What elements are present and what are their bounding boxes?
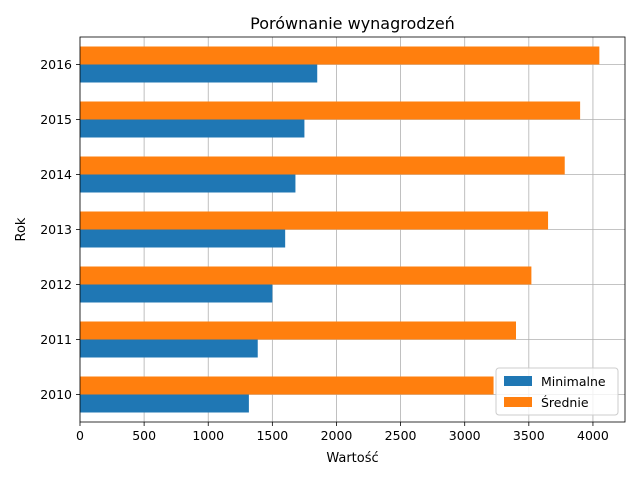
axes: 0 500 1000 1500 2000 2500 3000 3500 4000 2010 2011… <box>40 36 626 443</box>
bar-minimalne-2010 <box>80 394 249 413</box>
y-axis-label: Rok <box>14 217 29 241</box>
legend-swatch <box>504 397 532 407</box>
x-tick-label: 3500 <box>513 428 545 443</box>
bar--rednie-2010 <box>80 376 494 395</box>
legend-label: Minimalne <box>541 374 606 389</box>
x-tick-label: 3000 <box>449 428 481 443</box>
bar--rednie-2015 <box>80 101 581 120</box>
x-axis-label: Wartość <box>326 451 378 466</box>
x-tick-label: 1000 <box>192 428 224 443</box>
bars <box>80 46 600 413</box>
x-tick-label: 2500 <box>385 428 417 443</box>
bar--rednie-2016 <box>80 46 600 65</box>
y-tick-label: 2016 <box>40 57 72 72</box>
x-tick-label: 500 <box>132 428 156 443</box>
bar-minimalne-2012 <box>80 284 273 303</box>
y-tick-label: 2011 <box>40 332 72 347</box>
y-tick-label: 2013 <box>40 222 72 237</box>
bar--rednie-2011 <box>80 321 516 340</box>
legend-label: Średnie <box>541 395 589 410</box>
bar--rednie-2014 <box>80 156 565 175</box>
x-tick-label: 2000 <box>321 428 353 443</box>
x-tick-label: 4000 <box>577 428 609 443</box>
x-tick-label: 0 <box>76 428 84 443</box>
bar-minimalne-2015 <box>80 119 305 138</box>
bar-minimalne-2014 <box>80 174 296 193</box>
y-tick-label: 2012 <box>40 277 72 292</box>
bar-minimalne-2016 <box>80 64 318 83</box>
axes-frame <box>79 36 626 423</box>
bar-minimalne-2011 <box>80 339 258 358</box>
chart-title: Porównanie wynagrodzeń <box>250 14 455 33</box>
y-tick-label: 2010 <box>40 387 72 402</box>
bar-minimalne-2013 <box>80 229 286 248</box>
y-tick-label: 2014 <box>40 167 72 182</box>
x-tick-label: 1500 <box>256 428 288 443</box>
bar--rednie-2012 <box>80 266 532 285</box>
y-tick-label: 2015 <box>40 112 72 127</box>
legend: Minimalne Średnie <box>495 367 619 416</box>
legend-swatch <box>504 376 532 386</box>
bar--rednie-2013 <box>80 211 549 230</box>
